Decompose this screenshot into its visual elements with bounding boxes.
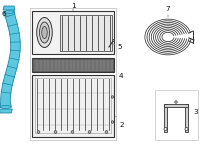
Polygon shape <box>0 11 20 107</box>
Ellipse shape <box>0 106 11 108</box>
Text: 1: 1 <box>71 3 75 11</box>
Ellipse shape <box>71 131 74 133</box>
Ellipse shape <box>164 127 167 131</box>
FancyBboxPatch shape <box>32 57 114 72</box>
Ellipse shape <box>111 96 114 98</box>
Polygon shape <box>164 104 167 132</box>
Polygon shape <box>185 104 188 132</box>
Text: 5: 5 <box>113 44 122 50</box>
Ellipse shape <box>4 11 14 13</box>
Text: 3: 3 <box>194 109 198 115</box>
Text: 6: 6 <box>2 11 9 17</box>
Text: 4: 4 <box>113 70 123 79</box>
FancyBboxPatch shape <box>30 8 116 140</box>
FancyBboxPatch shape <box>154 90 198 140</box>
FancyBboxPatch shape <box>32 75 114 137</box>
Ellipse shape <box>54 131 57 133</box>
Ellipse shape <box>37 131 40 133</box>
Ellipse shape <box>40 22 50 43</box>
Ellipse shape <box>112 39 115 42</box>
Ellipse shape <box>175 101 177 103</box>
Text: 2: 2 <box>116 116 124 128</box>
Polygon shape <box>164 104 188 107</box>
Ellipse shape <box>185 127 188 131</box>
Text: 7: 7 <box>166 6 170 17</box>
Polygon shape <box>3 6 15 10</box>
Ellipse shape <box>37 17 52 47</box>
FancyBboxPatch shape <box>60 15 112 51</box>
Ellipse shape <box>111 121 114 123</box>
Ellipse shape <box>88 131 91 133</box>
Ellipse shape <box>105 131 108 133</box>
Polygon shape <box>0 109 12 113</box>
FancyBboxPatch shape <box>32 11 114 54</box>
Ellipse shape <box>42 26 47 39</box>
